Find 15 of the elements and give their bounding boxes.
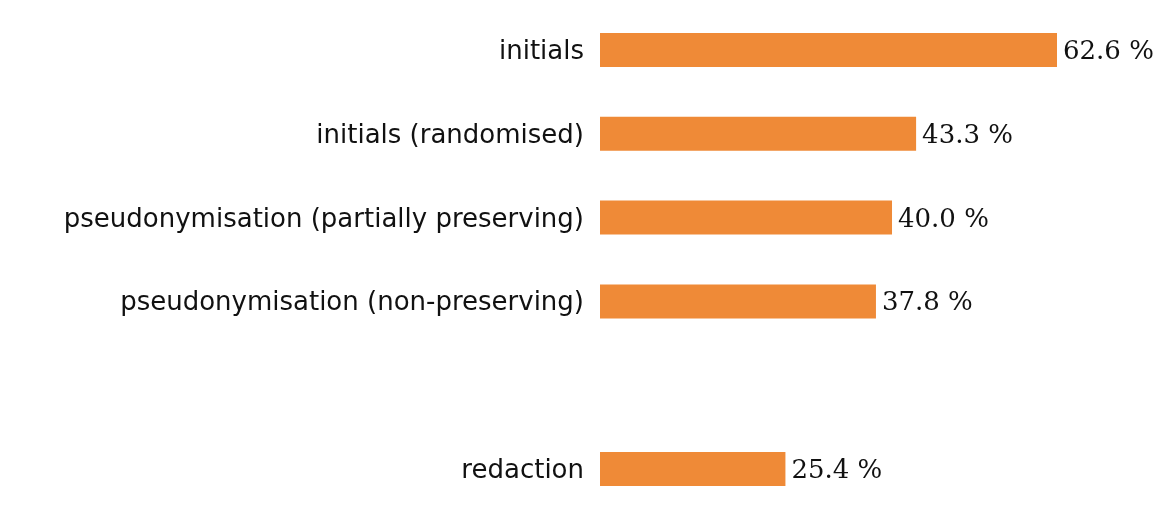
- bar: [600, 116, 917, 151]
- data-label: 62.6 %: [1063, 34, 1154, 65]
- y-tick-label: pseudonymisation (non-preserving): [120, 286, 584, 317]
- data-label: 37.8 %: [881, 286, 973, 317]
- bar: [600, 32, 1057, 67]
- bar: [600, 452, 786, 487]
- y-tick-label: redaction: [461, 454, 584, 485]
- bar: [600, 200, 893, 235]
- y-tick-label: pseudonymisation (partially preserving): [63, 202, 584, 233]
- y-tick-label: initials: [498, 34, 584, 65]
- data-label: 40.0 %: [898, 202, 989, 233]
- y-tick-label: initials (randomised): [316, 118, 584, 149]
- data-label: 25.4 %: [791, 454, 883, 485]
- bar: [600, 284, 876, 319]
- data-label: 43.3 %: [922, 118, 1013, 149]
